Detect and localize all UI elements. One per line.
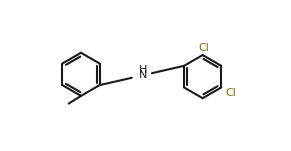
Text: H: H <box>139 65 147 75</box>
Text: N: N <box>139 70 147 80</box>
Text: Cl: Cl <box>225 88 236 98</box>
Text: Cl: Cl <box>199 43 210 53</box>
